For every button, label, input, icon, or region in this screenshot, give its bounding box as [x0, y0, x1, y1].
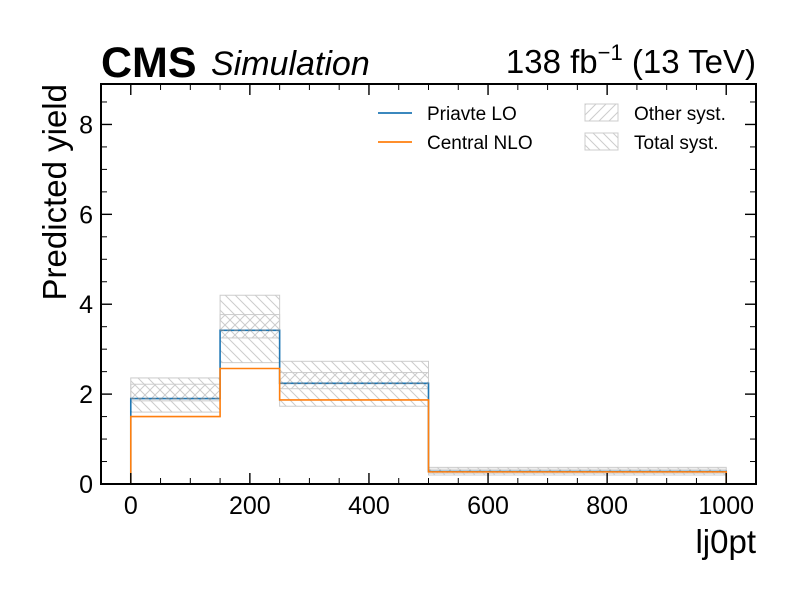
x-tick-label: 200 [229, 492, 271, 520]
tick-labels: 0 200 400 600 800 1000 0 2 4 6 8 [79, 111, 754, 520]
y-tick-label: 0 [79, 471, 93, 499]
y-tick-label: 2 [79, 381, 93, 409]
x-tick-label: 400 [348, 492, 390, 520]
series-central-nlo-step [129, 367, 728, 484]
legend-swatch-other-syst [584, 103, 619, 122]
x-axis-label: lj0pt [695, 523, 756, 560]
legend-label-total-syst: Total syst. [634, 133, 718, 154]
legend: Priavte LO Central NLO Other syst. Total… [378, 103, 726, 154]
plot-area [129, 294, 728, 484]
lumi-label: 138 fb−1 (13 TeV) [506, 40, 756, 80]
lumi-exponent: −1 [598, 40, 623, 65]
energy-label: (13 TeV) [623, 43, 756, 80]
y-tick-label: 6 [79, 201, 93, 229]
y-tick-label: 8 [79, 111, 93, 139]
x-tick-label: 600 [467, 492, 509, 520]
y-tick-label: 4 [79, 291, 93, 319]
axis-ticks [101, 84, 756, 485]
legend-label-other-syst: Other syst. [634, 104, 726, 125]
y-axis-label: Predicted yield [36, 84, 73, 300]
lumi-value: 138 fb [506, 43, 598, 80]
x-tick-label: 0 [124, 492, 138, 520]
simulation-label: Simulation [211, 45, 370, 83]
legend-label-priavte-lo: Priavte LO [427, 104, 517, 125]
x-tick-label: 1000 [698, 492, 754, 520]
band-total-syst-bin-1 [219, 294, 281, 364]
x-tick-label: 800 [586, 492, 628, 520]
legend-label-central-nlo: Central NLO [427, 133, 533, 154]
cms-label: CMS [101, 39, 197, 87]
band-total-syst-bin-0 [130, 377, 221, 413]
legend-swatch-total-syst [584, 132, 619, 151]
